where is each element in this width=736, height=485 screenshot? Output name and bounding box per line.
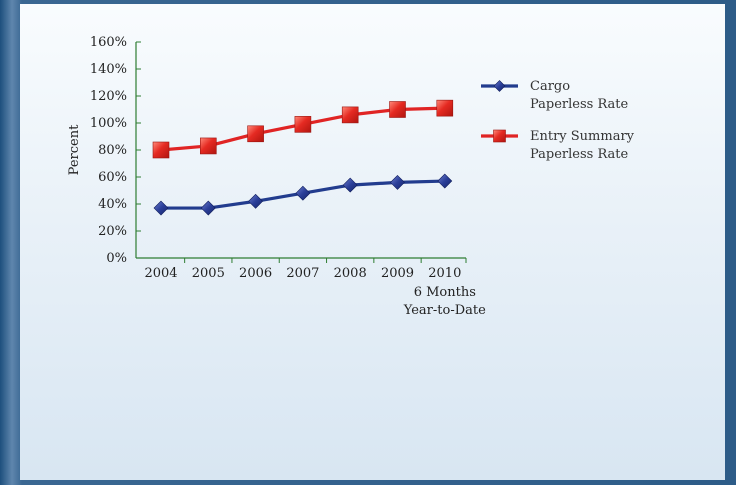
legend-item-entry-summary: Entry Summary Paperless Rate xyxy=(481,129,635,162)
x-tick-label: 2004 xyxy=(144,266,177,281)
series-cargo xyxy=(153,173,453,216)
chart-panel xyxy=(20,4,725,480)
data-point xyxy=(294,116,312,133)
x-tick-label: 2006 xyxy=(239,266,272,281)
data-point xyxy=(200,137,217,155)
legend-label: Paperless Rate xyxy=(530,147,629,162)
y-axis-label: Percent xyxy=(67,124,82,175)
x-tick-sublabel: Year-to-Date xyxy=(403,303,486,318)
legend-marker xyxy=(493,80,506,92)
data-point xyxy=(437,173,453,189)
y-tick-label: 0% xyxy=(106,251,127,266)
y-tick-label: 80% xyxy=(98,143,127,158)
y-tick-label: 160% xyxy=(90,35,127,50)
x-tick-label: 2010 xyxy=(428,266,461,281)
y-tick-label: 120% xyxy=(90,89,127,104)
axes: 0% 20% 40% 60% 80% 100% 120% 140% 160% 2004 2005 20… xyxy=(90,35,486,318)
y-tick-label: 140% xyxy=(90,62,127,77)
data-point xyxy=(153,200,169,216)
x-tick-label: 2009 xyxy=(381,266,414,281)
series-layer xyxy=(152,99,454,216)
data-point xyxy=(295,185,311,201)
x-tick-sublabel: 6 Months xyxy=(414,285,476,300)
y-tick-label: 20% xyxy=(98,224,127,239)
data-point xyxy=(248,193,264,209)
data-point xyxy=(390,174,405,190)
legend-label: Entry Summary xyxy=(530,129,635,144)
y-tick-label: 100% xyxy=(90,116,127,131)
x-tick-label: 2005 xyxy=(192,266,225,281)
data-point xyxy=(389,101,406,118)
y-tick-label: 40% xyxy=(98,197,127,212)
x-tick-label: 2007 xyxy=(286,266,319,281)
legend-item-cargo: Cargo Paperless Rate xyxy=(481,79,629,112)
data-point xyxy=(436,99,454,117)
y-tick-label: 60% xyxy=(98,170,127,185)
legend: Cargo Paperless Rate Entry Summary Paperles… xyxy=(481,79,635,162)
data-point xyxy=(341,106,359,124)
series-entry-summary xyxy=(152,99,454,159)
legend-label: Cargo xyxy=(530,79,570,94)
x-tick-label: 2008 xyxy=(334,266,367,281)
data-point xyxy=(200,200,216,216)
data-point xyxy=(342,177,358,193)
data-point xyxy=(247,125,264,143)
legend-marker xyxy=(493,129,506,143)
data-point xyxy=(152,141,170,159)
legend-label: Paperless Rate xyxy=(530,97,629,112)
